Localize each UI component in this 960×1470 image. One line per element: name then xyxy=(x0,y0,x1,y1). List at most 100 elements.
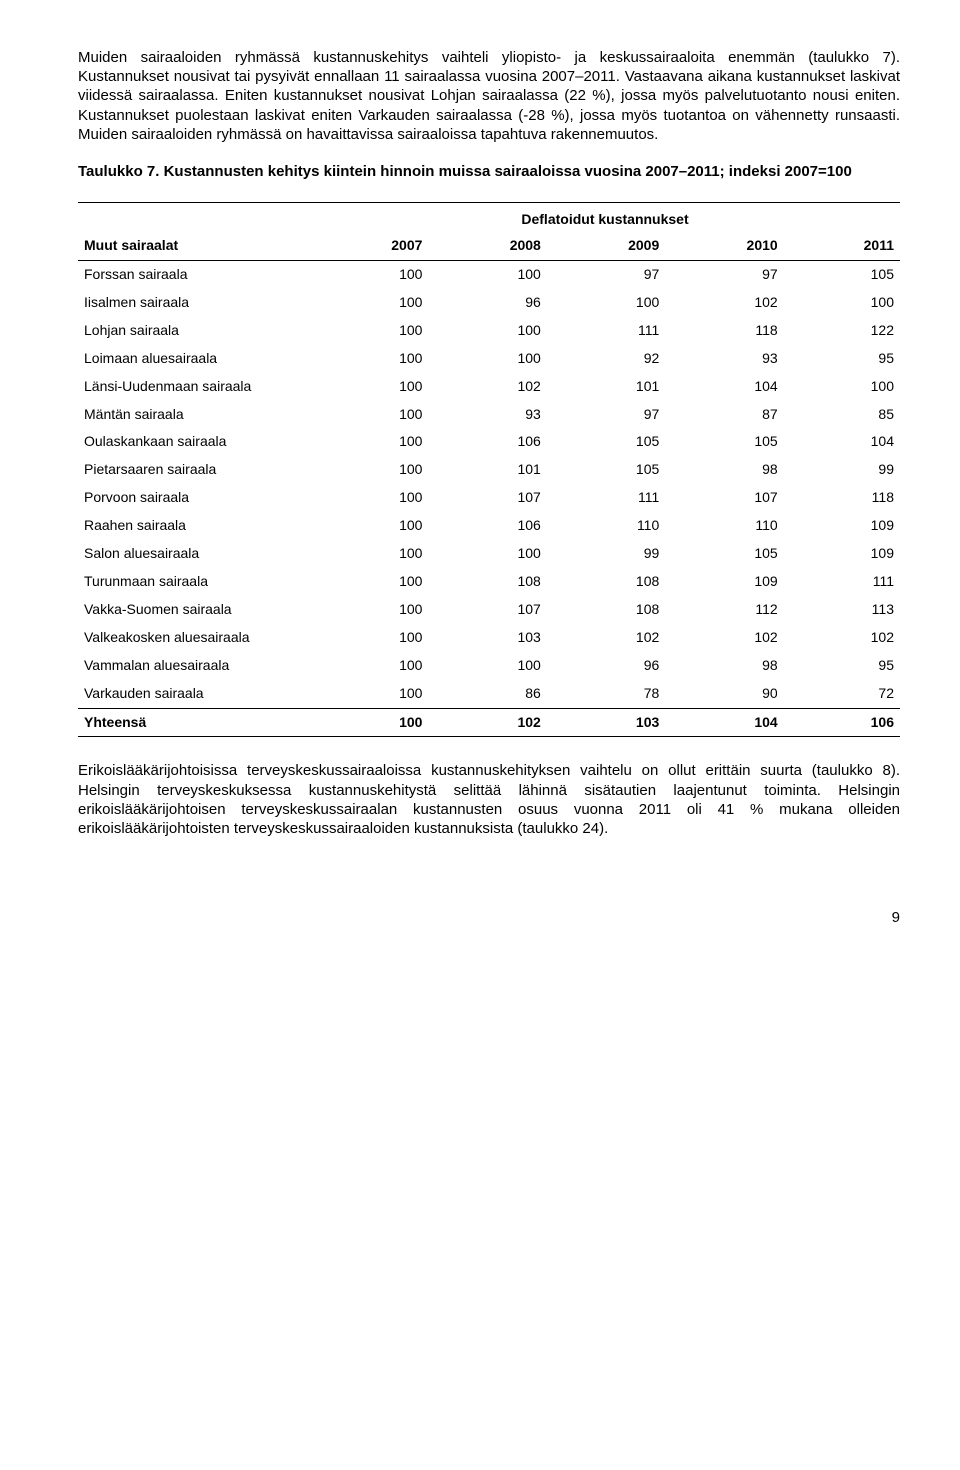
total-cell: 103 xyxy=(547,708,665,737)
data-cell: 93 xyxy=(665,345,783,373)
data-cell: 96 xyxy=(547,652,665,680)
table-row: Raahen sairaala100106110110109 xyxy=(78,512,900,540)
data-cell: 100 xyxy=(428,317,546,345)
data-cell: 102 xyxy=(547,624,665,652)
row-label: Mäntän sairaala xyxy=(78,401,310,429)
data-cell: 107 xyxy=(665,484,783,512)
data-cell: 98 xyxy=(665,456,783,484)
col-header-year: 2011 xyxy=(784,233,900,260)
table-row: Loimaan aluesairaala100100929395 xyxy=(78,345,900,373)
table-title: Taulukko 7. Kustannusten kehitys kiintei… xyxy=(78,162,900,182)
total-cell: 102 xyxy=(428,708,546,737)
data-cell: 78 xyxy=(547,680,665,708)
data-cell: 105 xyxy=(547,428,665,456)
data-cell: 100 xyxy=(310,624,428,652)
data-cell: 100 xyxy=(310,484,428,512)
data-cell: 100 xyxy=(428,261,546,289)
costs-table: Deflatoidut kustannukset Muut sairaalat … xyxy=(78,202,900,737)
row-label: Länsi-Uudenmaan sairaala xyxy=(78,373,310,401)
table-row: Turunmaan sairaala100108108109111 xyxy=(78,568,900,596)
total-cell: 106 xyxy=(784,708,900,737)
col-header-label: Muut sairaalat xyxy=(78,233,310,260)
data-cell: 104 xyxy=(784,428,900,456)
data-cell: 100 xyxy=(310,680,428,708)
row-label: Pietarsaaren sairaala xyxy=(78,456,310,484)
col-header-year: 2010 xyxy=(665,233,783,260)
data-cell: 100 xyxy=(428,345,546,373)
table-row: Mäntän sairaala10093978785 xyxy=(78,401,900,429)
data-cell: 109 xyxy=(784,512,900,540)
data-cell: 100 xyxy=(310,289,428,317)
data-cell: 85 xyxy=(784,401,900,429)
data-cell: 104 xyxy=(665,373,783,401)
data-cell: 106 xyxy=(428,428,546,456)
data-cell: 108 xyxy=(547,568,665,596)
data-cell: 100 xyxy=(784,289,900,317)
row-label: Oulaskankaan sairaala xyxy=(78,428,310,456)
data-cell: 90 xyxy=(665,680,783,708)
data-cell: 87 xyxy=(665,401,783,429)
data-cell: 100 xyxy=(310,596,428,624)
data-cell: 122 xyxy=(784,317,900,345)
data-cell: 95 xyxy=(784,652,900,680)
data-cell: 118 xyxy=(784,484,900,512)
table-row: Varkauden sairaala10086789072 xyxy=(78,680,900,708)
total-cell: 100 xyxy=(310,708,428,737)
data-cell: 101 xyxy=(428,456,546,484)
data-cell: 113 xyxy=(784,596,900,624)
data-cell: 100 xyxy=(310,317,428,345)
paragraph-intro: Muiden sairaaloiden ryhmässä kustannuske… xyxy=(78,48,900,144)
data-cell: 93 xyxy=(428,401,546,429)
data-cell: 105 xyxy=(665,540,783,568)
data-cell: 100 xyxy=(428,540,546,568)
col-header-year: 2008 xyxy=(428,233,546,260)
data-cell: 102 xyxy=(428,373,546,401)
data-cell: 95 xyxy=(784,345,900,373)
table-row: Valkeakosken aluesairaala100103102102102 xyxy=(78,624,900,652)
data-cell: 99 xyxy=(784,456,900,484)
data-cell: 108 xyxy=(428,568,546,596)
row-label: Lohjan sairaala xyxy=(78,317,310,345)
col-header-year: 2009 xyxy=(547,233,665,260)
data-cell: 100 xyxy=(310,345,428,373)
data-cell: 97 xyxy=(665,261,783,289)
data-cell: 110 xyxy=(665,512,783,540)
data-cell: 111 xyxy=(547,484,665,512)
data-cell: 111 xyxy=(784,568,900,596)
data-cell: 100 xyxy=(310,428,428,456)
data-cell: 72 xyxy=(784,680,900,708)
table-row: Forssan sairaala1001009797105 xyxy=(78,261,900,289)
table-row: Pietarsaaren sairaala1001011059899 xyxy=(78,456,900,484)
data-cell: 100 xyxy=(310,373,428,401)
data-cell: 109 xyxy=(665,568,783,596)
row-label: Porvoon sairaala xyxy=(78,484,310,512)
table-row: Porvoon sairaala100107111107118 xyxy=(78,484,900,512)
table-row: Iisalmen sairaala10096100102100 xyxy=(78,289,900,317)
data-cell: 109 xyxy=(784,540,900,568)
table-row: Vakka-Suomen sairaala100107108112113 xyxy=(78,596,900,624)
data-cell: 86 xyxy=(428,680,546,708)
row-label: Varkauden sairaala xyxy=(78,680,310,708)
data-cell: 106 xyxy=(428,512,546,540)
data-cell: 107 xyxy=(428,596,546,624)
data-cell: 100 xyxy=(784,373,900,401)
data-cell: 111 xyxy=(547,317,665,345)
deflated-header: Deflatoidut kustannukset xyxy=(310,203,900,233)
page-number: 9 xyxy=(78,908,900,927)
data-cell: 100 xyxy=(547,289,665,317)
data-cell: 102 xyxy=(665,624,783,652)
data-cell: 102 xyxy=(665,289,783,317)
row-label: Salon aluesairaala xyxy=(78,540,310,568)
data-cell: 100 xyxy=(310,401,428,429)
row-label: Vammalan aluesairaala xyxy=(78,652,310,680)
data-cell: 97 xyxy=(547,261,665,289)
table-row: Vammalan aluesairaala100100969895 xyxy=(78,652,900,680)
data-cell: 108 xyxy=(547,596,665,624)
data-cell: 100 xyxy=(310,261,428,289)
data-cell: 100 xyxy=(310,512,428,540)
data-cell: 102 xyxy=(784,624,900,652)
table-row: Salon aluesairaala10010099105109 xyxy=(78,540,900,568)
data-cell: 99 xyxy=(547,540,665,568)
data-cell: 101 xyxy=(547,373,665,401)
table-row: Länsi-Uudenmaan sairaala100102101104100 xyxy=(78,373,900,401)
